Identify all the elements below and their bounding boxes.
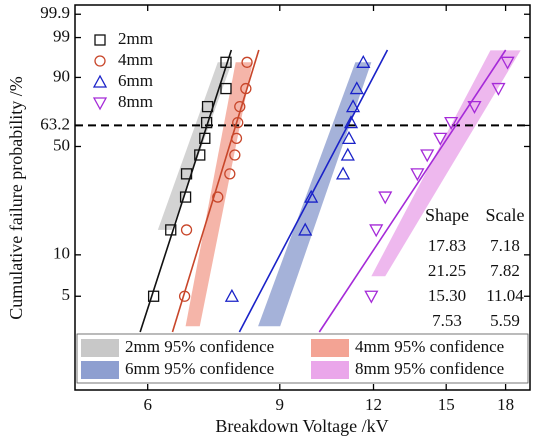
y-tick-label: 99.9 — [40, 3, 70, 22]
marker — [234, 100, 246, 113]
table-cell: 15.30 — [428, 286, 466, 305]
marker — [444, 116, 459, 130]
marker — [147, 290, 160, 302]
y-tick-label: 63.2 — [40, 114, 70, 133]
marker — [500, 56, 515, 70]
marker — [201, 100, 214, 113]
legend-label: 8mm — [118, 92, 153, 111]
marker — [467, 100, 482, 114]
band-legend-swatch — [311, 339, 349, 357]
marker — [343, 115, 359, 129]
marker — [340, 147, 355, 161]
x-axis-label: Breakdown Voltage /kV — [215, 416, 388, 436]
band-legend-label: 4mm 95% confidence — [355, 337, 504, 356]
marker — [199, 132, 211, 144]
x-tick-label: 15 — [438, 395, 455, 414]
fit-line — [171, 49, 260, 333]
confidence-bands — [157, 50, 521, 327]
y-tick-label: 5 — [62, 285, 71, 304]
marker — [345, 99, 361, 113]
marker — [232, 116, 244, 129]
band-legend-label: 2mm 95% confidence — [125, 337, 274, 356]
x-tick-label: 9 — [276, 395, 285, 414]
marker — [341, 130, 357, 144]
marker — [298, 222, 313, 236]
marker — [433, 132, 448, 146]
marker — [304, 189, 319, 203]
marker — [369, 224, 384, 238]
legend: 2mm 4mm 6mm 8mm — [92, 29, 153, 111]
band-legend-swatch — [311, 361, 349, 379]
marker — [92, 74, 108, 88]
marker — [94, 34, 106, 46]
fit-line — [318, 49, 507, 333]
marker — [212, 191, 224, 203]
marker — [165, 224, 177, 236]
legend-label: 4mm — [118, 50, 153, 69]
band-legend-swatch — [81, 339, 119, 357]
marker — [349, 81, 364, 95]
marker — [180, 168, 193, 180]
band-legend-label: 8mm 95% confidence — [355, 359, 504, 378]
x-tick-label: 12 — [365, 395, 382, 414]
marker — [230, 132, 243, 144]
table-cell: 21.25 — [428, 261, 466, 280]
marker — [378, 191, 393, 205]
confidence-band — [185, 62, 253, 327]
marker — [410, 168, 425, 182]
y-axis-label: Cumulative failure probability /% — [6, 76, 26, 319]
marker — [194, 149, 206, 161]
marker — [94, 55, 106, 67]
marker — [200, 116, 213, 129]
marker — [224, 288, 240, 302]
parameter-table: Shape Scale 17.83 7.18 21.25 7.82 15.30 11.04 7.… — [425, 205, 524, 330]
y-tick-label: 50 — [53, 135, 70, 154]
marker — [178, 290, 191, 302]
marker — [420, 149, 435, 163]
band-legend: 2mm 95% confidence 4mm 95% confidence 6mm … — [76, 333, 529, 384]
marker — [335, 166, 351, 180]
fit-line — [139, 49, 233, 333]
marker — [179, 191, 192, 203]
x-tick-label: 18 — [497, 395, 514, 414]
confidence-band — [371, 50, 521, 277]
fit-line — [238, 49, 389, 333]
marker — [491, 82, 506, 96]
plot-frame — [74, 4, 531, 391]
band-legend-label: 6mm 95% confidence — [125, 359, 274, 378]
band-legend-swatch — [81, 361, 119, 379]
marker — [180, 224, 193, 236]
y-tick-label: 99 — [53, 26, 70, 45]
marker — [364, 290, 379, 304]
table-header: Scale — [486, 205, 525, 225]
marker — [92, 97, 108, 111]
marker — [224, 168, 236, 180]
marker — [356, 54, 371, 68]
table-header: Shape — [425, 205, 469, 225]
table-cell: 5.59 — [490, 311, 520, 330]
table-cell: 7.82 — [490, 261, 520, 280]
table-cell: 11.04 — [486, 286, 524, 305]
y-tick-label: 90 — [53, 66, 70, 85]
marker — [220, 56, 232, 68]
y-tick-label: 10 — [53, 244, 70, 263]
table-cell: 7.53 — [432, 311, 462, 330]
marker — [241, 56, 253, 68]
table-cell: 17.83 — [428, 236, 466, 255]
marker — [220, 82, 232, 95]
legend-label: 6mm — [118, 71, 153, 90]
marker — [240, 82, 252, 95]
band-legend-frame — [76, 333, 529, 384]
x-tick-label: 6 — [143, 395, 152, 414]
legend-label: 2mm — [118, 29, 153, 48]
table-cell: 7.18 — [490, 236, 520, 255]
confidence-band — [258, 62, 372, 327]
marker — [229, 149, 241, 161]
